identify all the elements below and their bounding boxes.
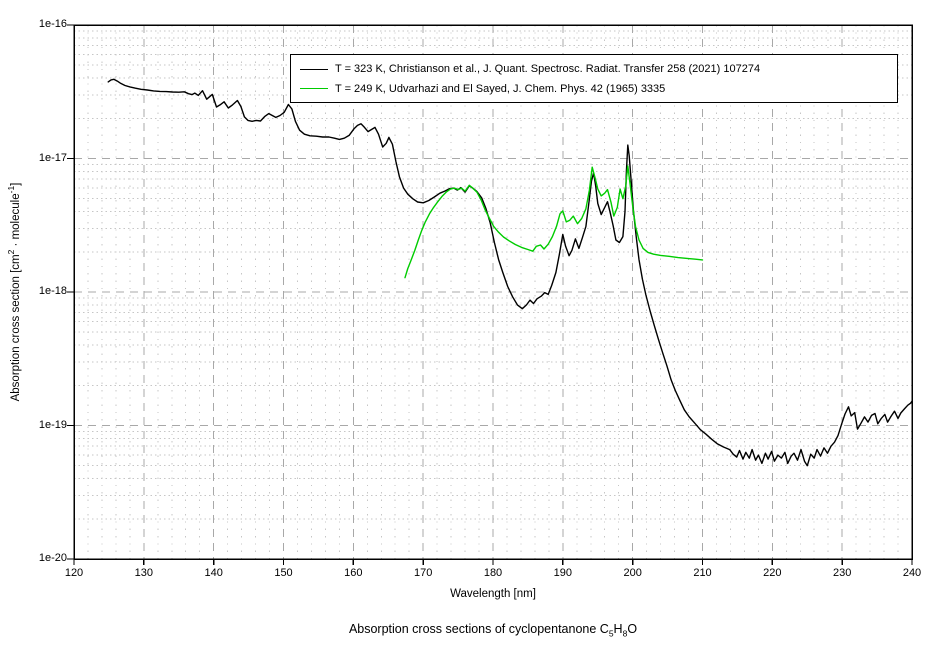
y-tick-label-1e-17: 1e-17 [38,151,67,164]
chart-title-text: O [627,622,638,636]
x-tick-label-150: 150 [274,567,293,579]
chart-title-sub: 8 [622,628,628,639]
legend-label-udvarhazi-1965: T = 249 K, Udvarhazi and El Sayed, J. Ch… [335,82,666,95]
y-tick-label-1e-20: 1e-20 [38,552,67,564]
legend-label-christianson-2021: T = 323 K, Christianson et al., J. Quant… [335,63,761,76]
x-tick-label-120: 120 [64,567,84,579]
legend-entry-udvarhazi-1965: T = 249 K, Udvarhazi and El Sayed, J. Ch… [300,81,887,98]
chart-title-text: Absorption cross sections of cyclopentan… [348,622,609,636]
y-tick-label-1e-16: 1e-16 [38,18,67,30]
x-tick-label-170: 170 [413,567,433,579]
y-axis-title-text: Absorption cross section [cm [9,254,22,402]
y-axis-title-text: ] [9,182,22,186]
x-tick-label-190: 190 [553,567,573,579]
x-tick-label-140: 140 [204,567,223,579]
x-tick-label-130: 130 [134,567,154,579]
x-tick-label-160: 160 [344,567,363,579]
y-tick-label-1e-18: 1e-18 [38,285,67,297]
axis-ticks [67,24,913,565]
chart-title-text: H [613,622,623,636]
legend: T = 323 K, Christianson et al., J. Quant… [290,54,898,103]
x-tick-label-220: 220 [763,567,782,579]
y-axis-title-sup: -1 [6,185,17,194]
y-axis-title-text: · molecule [9,193,22,250]
series-line-christianson-323k [107,78,913,467]
chart-title: Absorption cross sections of cyclopentan… [349,622,637,639]
x-tick-label-230: 230 [832,567,852,579]
x-tick-label-200: 200 [623,567,642,579]
series-line-udvarhazi-249k [404,165,704,279]
grid-major [74,25,912,559]
y-axis-title-sup: 2 [6,249,17,255]
x-axis-title: Wavelength [nm] [450,588,536,600]
legend-line-black-icon [300,68,328,70]
legend-entry-christianson-2021: T = 323 K, Christianson et al., J. Quant… [300,61,887,78]
x-tick-label-180: 180 [483,567,503,579]
chart-title-sub: 5 [608,628,614,639]
legend-line-green-icon [300,88,328,90]
y-axis-title: Absorption cross section [cm2 · molecule… [6,183,22,402]
x-tick-label-240: 240 [902,567,922,579]
x-tick-label-210: 210 [693,567,712,579]
y-tick-label-1e-19: 1e-19 [38,418,67,431]
